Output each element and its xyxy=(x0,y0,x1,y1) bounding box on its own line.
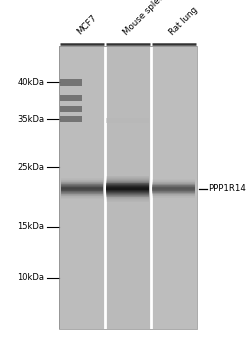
Bar xyxy=(107,196,149,197)
Bar xyxy=(61,188,104,189)
Bar xyxy=(107,181,149,182)
Bar xyxy=(107,176,149,177)
Text: 40kDa: 40kDa xyxy=(17,78,44,87)
Bar xyxy=(152,180,195,181)
Bar xyxy=(107,198,149,199)
Bar xyxy=(152,181,195,182)
Bar xyxy=(61,190,104,191)
Bar xyxy=(152,195,195,196)
Bar xyxy=(61,195,104,196)
Bar xyxy=(107,193,149,194)
Bar xyxy=(61,197,104,198)
Bar xyxy=(61,198,104,199)
Bar xyxy=(107,201,149,202)
Bar xyxy=(107,190,149,191)
Text: PPP1R14A: PPP1R14A xyxy=(208,184,246,193)
Bar xyxy=(61,184,104,185)
Bar xyxy=(152,184,195,185)
Text: Mouse spleen: Mouse spleen xyxy=(122,0,170,37)
Bar xyxy=(59,46,105,329)
Text: 25kDa: 25kDa xyxy=(17,163,44,172)
Bar xyxy=(61,196,104,197)
Bar xyxy=(61,187,104,188)
Bar xyxy=(107,200,149,201)
Bar xyxy=(60,106,82,112)
Bar xyxy=(61,193,104,194)
Bar xyxy=(107,178,149,179)
Bar xyxy=(107,194,149,195)
Bar xyxy=(60,116,82,122)
Bar xyxy=(59,46,197,329)
Bar xyxy=(152,189,195,190)
Bar xyxy=(107,179,149,180)
Bar xyxy=(107,199,149,200)
Bar xyxy=(61,192,104,193)
Bar xyxy=(107,185,149,186)
Bar xyxy=(60,95,82,101)
Bar xyxy=(107,191,149,192)
Text: Rat lung: Rat lung xyxy=(168,5,199,37)
Bar xyxy=(105,46,151,329)
Bar xyxy=(152,194,195,195)
Text: MCF7: MCF7 xyxy=(76,13,99,37)
Bar xyxy=(152,182,195,183)
Bar xyxy=(152,179,195,180)
Bar xyxy=(107,180,149,181)
Bar xyxy=(107,118,149,124)
Bar xyxy=(152,191,195,192)
Bar xyxy=(107,184,149,185)
Bar xyxy=(152,183,195,184)
Bar xyxy=(107,188,149,189)
Bar xyxy=(152,190,195,191)
Bar xyxy=(107,192,149,193)
Bar xyxy=(61,191,104,192)
Bar xyxy=(61,180,104,181)
Bar xyxy=(61,179,104,180)
Bar xyxy=(61,182,104,183)
Bar xyxy=(107,197,149,198)
Bar xyxy=(107,177,149,178)
Text: 10kDa: 10kDa xyxy=(17,273,44,282)
Bar xyxy=(107,183,149,184)
Text: 15kDa: 15kDa xyxy=(17,223,44,231)
Bar xyxy=(107,182,149,183)
Bar xyxy=(61,194,104,195)
Bar xyxy=(61,189,104,190)
Bar xyxy=(152,193,195,194)
Bar xyxy=(152,196,195,197)
Bar xyxy=(152,186,195,187)
Bar xyxy=(60,79,82,85)
Bar xyxy=(61,183,104,184)
Bar xyxy=(61,178,104,179)
Bar xyxy=(152,197,195,198)
Bar xyxy=(107,186,149,187)
Bar xyxy=(61,181,104,182)
Bar xyxy=(152,185,195,186)
Bar xyxy=(152,188,195,189)
Bar xyxy=(107,189,149,190)
Bar xyxy=(151,46,197,329)
Bar xyxy=(61,185,104,186)
Bar xyxy=(59,46,197,329)
Bar xyxy=(107,187,149,188)
Bar xyxy=(61,186,104,187)
Bar xyxy=(152,187,195,188)
Text: 35kDa: 35kDa xyxy=(17,115,44,124)
Bar xyxy=(107,195,149,196)
